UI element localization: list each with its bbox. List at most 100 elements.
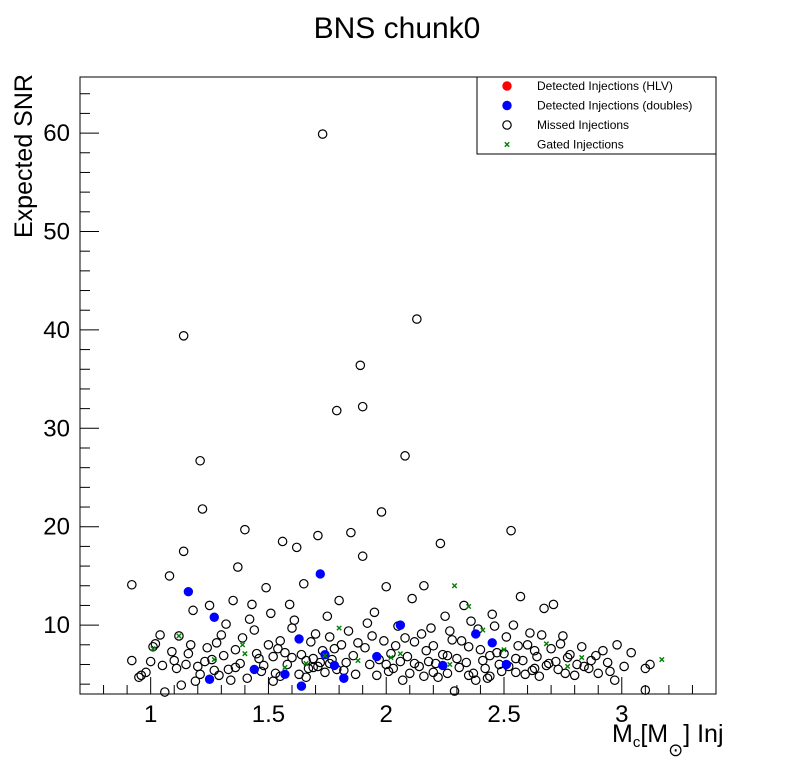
missed-injection-marker <box>183 648 194 659</box>
gated-injection-marker <box>501 647 507 653</box>
missed-injection-marker <box>510 653 521 664</box>
missed-injection-marker <box>379 636 389 646</box>
y-tick-label: 50 <box>43 218 70 245</box>
missed-injection-marker <box>188 605 198 616</box>
missed-injection-marker <box>127 655 137 666</box>
missed-injection-marker <box>565 649 575 660</box>
missed-injection-marker <box>223 664 234 675</box>
doubles-injection-marker <box>502 100 512 111</box>
missed-injection-marker <box>404 668 415 679</box>
missed-injection-marker <box>470 675 481 686</box>
missed-injection-marker <box>353 638 363 648</box>
missed-injection-marker <box>362 618 373 628</box>
y-tick-label: 10 <box>43 612 70 639</box>
missed-injection-marker <box>275 636 286 646</box>
legend-box <box>476 76 717 155</box>
missed-injection-marker <box>466 616 476 626</box>
doubles-injection-marker <box>329 660 340 671</box>
missed-injection-marker <box>412 314 422 324</box>
gated-injection-marker <box>504 141 510 148</box>
missed-injection-marker <box>350 669 361 680</box>
missed-injection-marker <box>367 631 377 641</box>
missed-injection-marker <box>357 551 368 562</box>
missed-injection-marker <box>383 666 394 677</box>
missed-injection-marker <box>510 667 521 678</box>
doubles-injection-marker <box>294 634 304 644</box>
y-tick-label: 30 <box>43 415 70 442</box>
missed-injection-marker <box>508 620 519 630</box>
missed-injection-marker <box>181 659 191 670</box>
missed-injection-marker <box>400 633 410 643</box>
gated-injection-marker <box>397 650 404 657</box>
missed-injection-marker <box>548 599 559 610</box>
y-tick-label: 40 <box>43 317 70 344</box>
missed-injection-marker <box>485 671 495 682</box>
missed-injection-marker <box>496 666 507 677</box>
missed-injection-marker <box>569 670 580 681</box>
doubles-injection-marker <box>183 586 194 597</box>
missed-injection-marker <box>298 578 309 589</box>
gated-injection-marker <box>579 654 585 661</box>
missed-injection-marker <box>190 676 201 687</box>
x-axis-ticks: 1 1.5 2 2.5 3 <box>79 677 717 728</box>
missed-injection-marker <box>225 675 236 686</box>
missed-injection-marker <box>534 671 545 682</box>
missed-injection-marker <box>576 641 587 652</box>
missed-injection-marker <box>176 680 187 690</box>
missed-injection-marker <box>527 665 538 676</box>
x-tick-label: 1.5 <box>252 701 285 728</box>
missed-injection-marker <box>409 658 420 669</box>
missed-injection-marker <box>532 651 542 662</box>
missed-injection-marker <box>572 659 582 670</box>
missed-injection-marker <box>233 562 243 572</box>
missed-injection-marker <box>313 530 323 541</box>
missed-injection-marker <box>174 631 184 641</box>
missed-injection-marker <box>421 645 432 656</box>
missed-injection-marker <box>237 633 248 643</box>
missed-injection-marker <box>268 651 278 662</box>
missed-injection-marker <box>555 639 566 649</box>
doubles-injection-marker <box>296 681 307 691</box>
missed-injection-marker <box>263 639 274 650</box>
missed-injection-marker <box>640 685 651 695</box>
gated-injection-marker <box>150 646 156 652</box>
doubles-injection-marker <box>372 651 382 662</box>
gated-injection-marker <box>239 642 246 648</box>
missed-injection-marker <box>287 652 297 663</box>
missed-injection-marker <box>207 654 217 665</box>
missed-injection-marker <box>334 595 344 606</box>
missed-injection-marker <box>435 538 446 549</box>
missed-injection-marker <box>442 650 453 661</box>
missed-injection-marker <box>461 657 472 668</box>
missed-injection-marker <box>268 676 278 687</box>
hlv-injection-marker <box>502 81 512 91</box>
missed-injection-marker <box>529 663 540 674</box>
missed-injection-marker <box>171 663 182 674</box>
missed-injection-marker <box>520 669 530 680</box>
missed-injection-marker <box>343 626 354 636</box>
missed-injection-marker <box>602 657 613 668</box>
missed-injection-marker <box>543 658 554 669</box>
missed-injection-marker <box>452 653 462 664</box>
missed-injection-marker <box>605 666 615 677</box>
missed-injection-marker <box>619 661 629 672</box>
legend: Detected Injections (HLV) Detected Inject… <box>476 76 717 155</box>
missed-injection-marker <box>169 655 180 666</box>
missed-injection-marker <box>419 671 429 682</box>
missed-injection-marker <box>195 455 205 466</box>
missed-injection-marker <box>329 643 340 654</box>
missed-injection-marker <box>148 641 158 652</box>
missed-injection-marker <box>482 673 493 684</box>
missed-injection-marker <box>579 661 589 672</box>
missed-injection-marker <box>501 632 512 642</box>
missed-injection-marker <box>400 451 410 461</box>
gated-injection-marker <box>564 663 571 670</box>
missed-injection-marker <box>214 670 224 681</box>
missed-injection-marker <box>583 663 594 674</box>
missed-injection-marker <box>280 647 290 658</box>
missed-injection-marker <box>167 646 177 657</box>
gated-injection-marker <box>388 654 394 661</box>
x-label-sub: c <box>633 734 641 751</box>
missed-injection-marker <box>475 644 486 655</box>
